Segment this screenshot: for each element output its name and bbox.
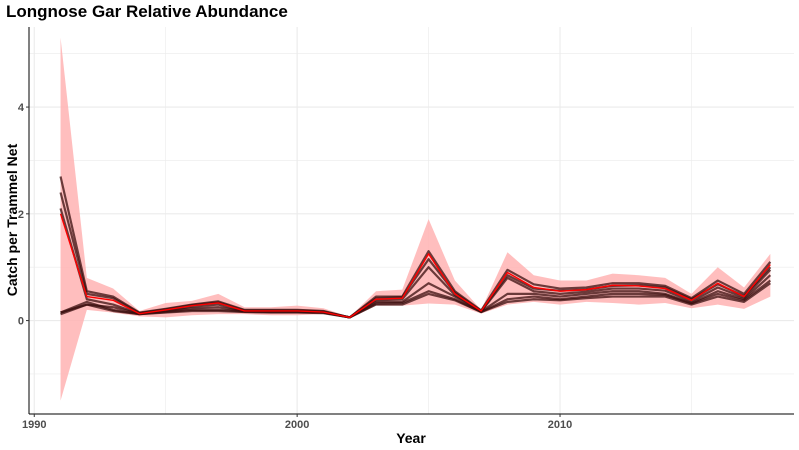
x-axis-title: Year: [396, 430, 426, 446]
y-tick-label: 0: [18, 316, 24, 328]
y-axis-title: Catch per Trammel Net: [4, 143, 20, 296]
x-tick-label: 1990: [22, 419, 46, 431]
draw-series-line: [60, 282, 771, 319]
x-tick-label: 2000: [285, 419, 309, 431]
y-tick-label: 2: [18, 209, 24, 221]
draw-series-line: [60, 274, 772, 319]
estimate-line: [59, 213, 771, 319]
y-tick-layer: 0 2 4: [18, 102, 29, 328]
estimate-layer: [59, 213, 771, 319]
plot-panel: [29, 27, 794, 414]
x-tick-label: 2010: [548, 419, 572, 431]
chart-title: Longnose Gar Relative Abundance: [6, 2, 288, 21]
x-tick-layer: 1990 2000 2010: [22, 414, 572, 431]
y-tick-label: 4: [18, 102, 25, 114]
